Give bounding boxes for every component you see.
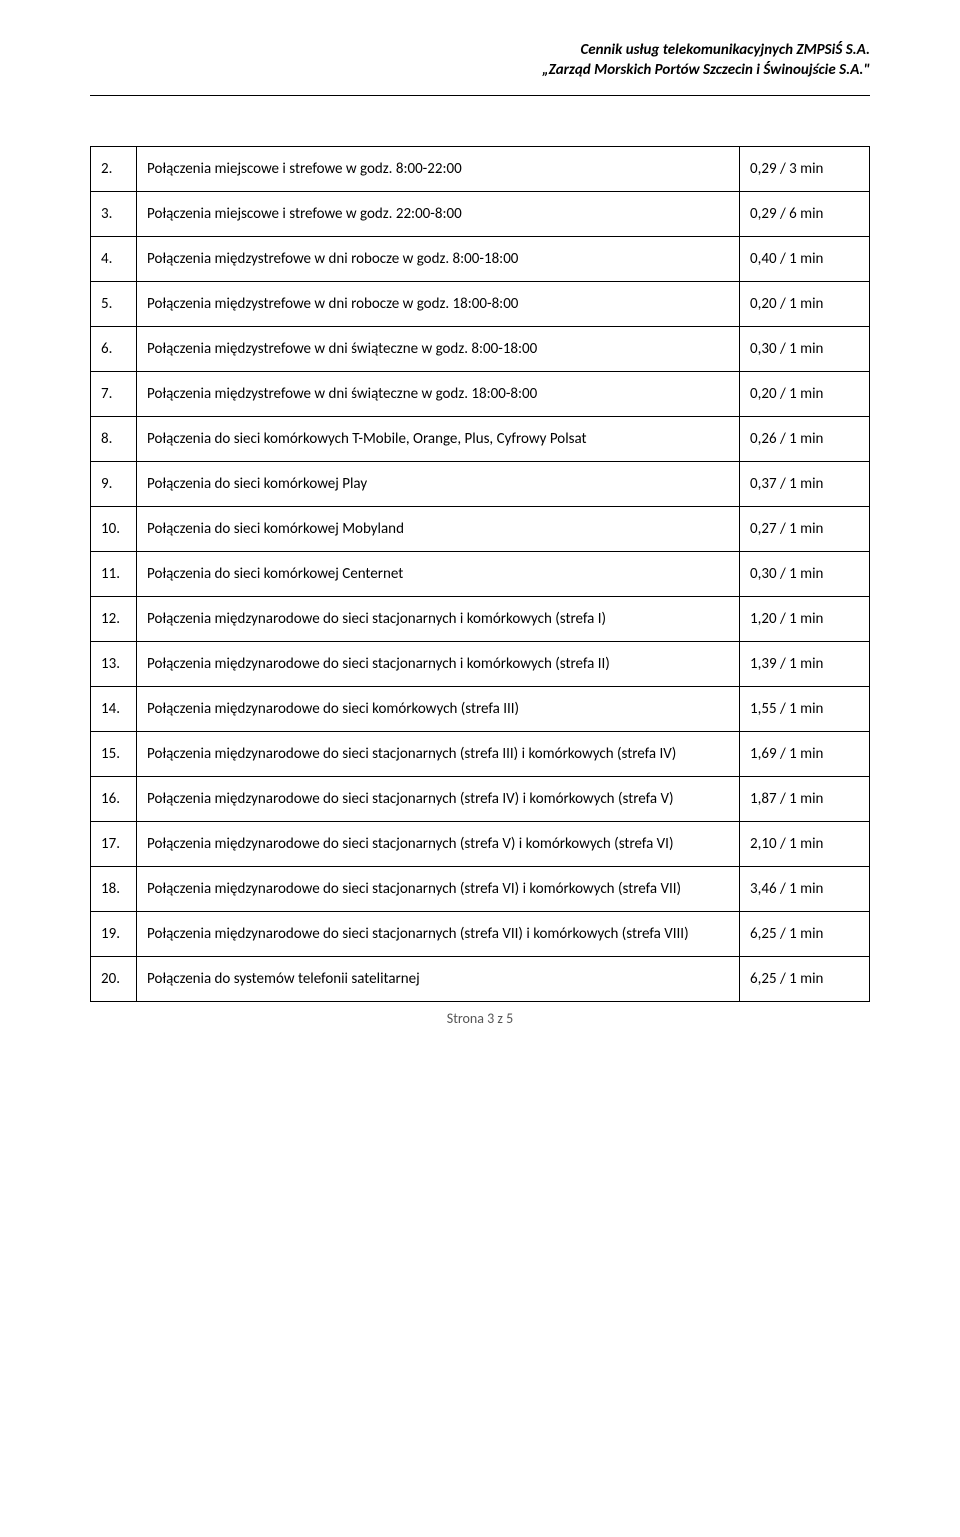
table-row: 9.Połączenia do sieci komórkowej Play0,3… xyxy=(91,461,870,506)
row-price: 1,20 / 1 min xyxy=(740,596,870,641)
table-row: 11.Połączenia do sieci komórkowej Center… xyxy=(91,551,870,596)
table-row: 10.Połączenia do sieci komórkowej Mobyla… xyxy=(91,506,870,551)
table-row: 8.Połączenia do sieci komórkowych T-Mobi… xyxy=(91,416,870,461)
table-row: 15.Połączenia międzynarodowe do sieci st… xyxy=(91,731,870,776)
row-price: 6,25 / 1 min xyxy=(740,956,870,1001)
row-price: 0,30 / 1 min xyxy=(740,551,870,596)
table-row: 7.Połączenia międzystrefowe w dni świąte… xyxy=(91,371,870,416)
row-price: 0,40 / 1 min xyxy=(740,236,870,281)
table-row: 5.Połączenia międzystrefowe w dni robocz… xyxy=(91,281,870,326)
row-number: 13. xyxy=(91,641,137,686)
table-row: 12.Połączenia międzynarodowe do sieci st… xyxy=(91,596,870,641)
row-price: 0,37 / 1 min xyxy=(740,461,870,506)
row-description: Połączenia miejscowe i strefowe w godz. … xyxy=(137,191,740,236)
table-row: 19.Połączenia międzynarodowe do sieci st… xyxy=(91,911,870,956)
document-page: Cennik usług telekomunikacyjnych ZMPSiŚ … xyxy=(0,0,960,1047)
row-price: 1,39 / 1 min xyxy=(740,641,870,686)
row-price: 1,87 / 1 min xyxy=(740,776,870,821)
row-number: 17. xyxy=(91,821,137,866)
page-footer: Strona 3 z 5 xyxy=(90,1010,870,1027)
row-number: 9. xyxy=(91,461,137,506)
row-description: Połączenia międzynarodowe do sieci stacj… xyxy=(137,596,740,641)
row-description: Połączenia miejscowe i strefowe w godz. … xyxy=(137,146,740,191)
row-description: Połączenia do sieci komórkowych T-Mobile… xyxy=(137,416,740,461)
pricelist-body: 2.Połączenia miejscowe i strefowe w godz… xyxy=(91,146,870,1001)
row-description: Połączenia do sieci komórkowej Centernet xyxy=(137,551,740,596)
row-description: Połączenia międzystrefowe w dni świątecz… xyxy=(137,371,740,416)
row-price: 0,27 / 1 min xyxy=(740,506,870,551)
row-number: 16. xyxy=(91,776,137,821)
table-row: 18.Połączenia międzynarodowe do sieci st… xyxy=(91,866,870,911)
row-description: Połączenia międzynarodowe do sieci stacj… xyxy=(137,866,740,911)
row-description: Połączenia do sieci komórkowej Play xyxy=(137,461,740,506)
row-number: 2. xyxy=(91,146,137,191)
row-number: 6. xyxy=(91,326,137,371)
row-description: Połączenia do systemów telefonii satelit… xyxy=(137,956,740,1001)
document-header: Cennik usług telekomunikacyjnych ZMPSiŚ … xyxy=(90,40,870,96)
row-description: Połączenia międzynarodowe do sieci komór… xyxy=(137,686,740,731)
table-row: 4.Połączenia międzystrefowe w dni robocz… xyxy=(91,236,870,281)
row-price: 3,46 / 1 min xyxy=(740,866,870,911)
table-row: 14.Połączenia międzynarodowe do sieci ko… xyxy=(91,686,870,731)
page-number: Strona 3 z 5 xyxy=(447,1010,513,1027)
row-number: 5. xyxy=(91,281,137,326)
row-description: Połączenia do sieci komórkowej Mobyland xyxy=(137,506,740,551)
row-number: 7. xyxy=(91,371,137,416)
table-row: 13.Połączenia międzynarodowe do sieci st… xyxy=(91,641,870,686)
row-price: 0,29 / 6 min xyxy=(740,191,870,236)
row-price: 0,30 / 1 min xyxy=(740,326,870,371)
row-number: 10. xyxy=(91,506,137,551)
row-number: 12. xyxy=(91,596,137,641)
row-number: 4. xyxy=(91,236,137,281)
row-description: Połączenia międzystrefowe w dni robocze … xyxy=(137,281,740,326)
row-description: Połączenia międzynarodowe do sieci stacj… xyxy=(137,821,740,866)
row-description: Połączenia międzynarodowe do sieci stacj… xyxy=(137,911,740,956)
row-number: 15. xyxy=(91,731,137,776)
row-description: Połączenia międzystrefowe w dni świątecz… xyxy=(137,326,740,371)
header-line-1: Cennik usług telekomunikacyjnych ZMPSiŚ … xyxy=(90,40,870,60)
header-line-2: „Zarząd Morskich Portów Szczecin i Świno… xyxy=(90,60,870,80)
row-number: 8. xyxy=(91,416,137,461)
pricelist-table: 2.Połączenia miejscowe i strefowe w godz… xyxy=(90,146,870,1002)
row-number: 3. xyxy=(91,191,137,236)
row-number: 11. xyxy=(91,551,137,596)
row-price: 6,25 / 1 min xyxy=(740,911,870,956)
row-description: Połączenia międzynarodowe do sieci stacj… xyxy=(137,641,740,686)
row-description: Połączenia międzynarodowe do sieci stacj… xyxy=(137,731,740,776)
row-description: Połączenia międzynarodowe do sieci stacj… xyxy=(137,776,740,821)
table-row: 6.Połączenia międzystrefowe w dni świąte… xyxy=(91,326,870,371)
row-price: 0,29 / 3 min xyxy=(740,146,870,191)
table-row: 17.Połączenia międzynarodowe do sieci st… xyxy=(91,821,870,866)
row-number: 18. xyxy=(91,866,137,911)
row-number: 20. xyxy=(91,956,137,1001)
row-price: 2,10 / 1 min xyxy=(740,821,870,866)
row-description: Połączenia międzystrefowe w dni robocze … xyxy=(137,236,740,281)
row-price: 0,20 / 1 min xyxy=(740,281,870,326)
row-number: 14. xyxy=(91,686,137,731)
row-price: 0,20 / 1 min xyxy=(740,371,870,416)
row-number: 19. xyxy=(91,911,137,956)
table-row: 20.Połączenia do systemów telefonii sate… xyxy=(91,956,870,1001)
table-row: 16.Połączenia międzynarodowe do sieci st… xyxy=(91,776,870,821)
row-price: 1,69 / 1 min xyxy=(740,731,870,776)
row-price: 0,26 / 1 min xyxy=(740,416,870,461)
row-price: 1,55 / 1 min xyxy=(740,686,870,731)
table-row: 3.Połączenia miejscowe i strefowe w godz… xyxy=(91,191,870,236)
table-row: 2.Połączenia miejscowe i strefowe w godz… xyxy=(91,146,870,191)
